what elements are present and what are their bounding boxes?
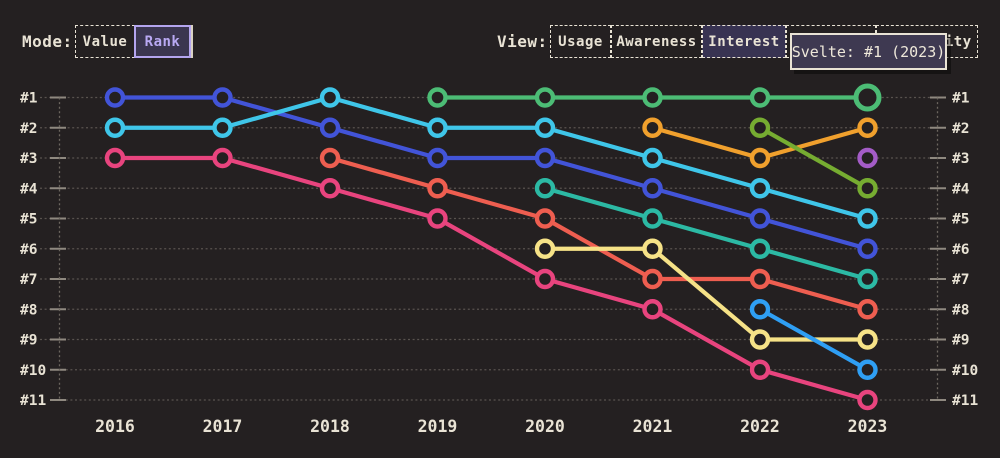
data-point-Svelte-2022[interactable] <box>749 87 771 108</box>
data-point-series-salmon-2022[interactable] <box>749 268 771 290</box>
rank-label-right: #4 <box>952 181 970 197</box>
data-point-series-pink-2016[interactable] <box>104 147 126 169</box>
data-point-series-salmon-2020[interactable] <box>534 208 556 229</box>
data-point-series-teal-2021[interactable] <box>642 208 663 229</box>
data-point-series-lightblue-2023[interactable] <box>857 359 878 380</box>
data-point-series-indigo-2017[interactable] <box>212 87 233 108</box>
data-point-series-lightblue-2022[interactable] <box>749 299 771 320</box>
data-point-series-pink-2020[interactable] <box>534 268 556 290</box>
data-point-series-salmon-2021[interactable] <box>642 268 663 290</box>
rank-label-left: #7 <box>20 272 37 288</box>
data-point-series-indigo-2023[interactable] <box>857 238 878 259</box>
mode-value-button[interactable]: Value <box>75 25 135 58</box>
series-line-series-teal <box>542 186 870 282</box>
data-point-series-pink-2017[interactable] <box>212 147 233 169</box>
rank-label-right: #10 <box>952 363 978 379</box>
rank-label-left: #2 <box>20 121 37 137</box>
mode-label: Mode: <box>22 32 73 51</box>
data-point-Svelte-2020[interactable] <box>534 87 556 108</box>
data-point-series-olive-2023[interactable] <box>857 178 878 199</box>
data-point-series-orange-2023[interactable] <box>857 117 878 138</box>
data-point-series-indigo-2021[interactable] <box>642 178 663 199</box>
data-point-series-pink-2019[interactable] <box>427 208 448 229</box>
rank-label-right: #6 <box>952 242 969 258</box>
series-line-series-salmon <box>327 155 870 312</box>
data-point-series-purple-2023[interactable] <box>857 147 878 169</box>
data-point-Svelte-2023[interactable] <box>853 83 882 112</box>
year-label: 2021 <box>633 417 673 436</box>
data-point-series-cyan-2020[interactable] <box>534 117 556 138</box>
data-point-series-salmon-2019[interactable] <box>427 178 448 199</box>
rank-label-left: #10 <box>20 363 46 379</box>
rank-label-right: #8 <box>952 302 969 318</box>
rank-label-right: #3 <box>952 151 969 167</box>
data-point-series-cyan-2018[interactable] <box>319 87 341 108</box>
year-label: 2022 <box>740 417 780 436</box>
year-label: 2019 <box>418 417 458 436</box>
data-point-series-pink-2021[interactable] <box>642 299 663 320</box>
data-point-series-yellow-2023[interactable] <box>857 329 878 350</box>
series-line-series-lightblue <box>757 307 870 372</box>
year-label: 2023 <box>848 417 888 436</box>
data-point-series-indigo-2016[interactable] <box>104 87 126 108</box>
data-point-series-cyan-2022[interactable] <box>749 178 771 199</box>
data-point-series-pink-2022[interactable] <box>749 359 771 380</box>
data-point-series-cyan-2023[interactable] <box>857 208 878 229</box>
data-point-series-teal-2022[interactable] <box>749 238 771 259</box>
data-point-series-yellow-2020[interactable] <box>534 238 556 259</box>
tooltip: Svelte: #1 (2023) <box>790 33 947 70</box>
rank-label-left: #1 <box>20 91 38 107</box>
data-point-series-teal-2023[interactable] <box>857 268 878 290</box>
rank-label-right: #5 <box>952 212 969 228</box>
data-point-series-yellow-2022[interactable] <box>749 329 771 350</box>
data-point-series-pink-2018[interactable] <box>319 178 341 199</box>
series-line-series-pink <box>112 155 870 403</box>
data-point-series-cyan-2019[interactable] <box>427 117 448 138</box>
data-point-series-cyan-2021[interactable] <box>642 147 663 169</box>
data-point-series-indigo-2020[interactable] <box>534 147 556 169</box>
data-point-series-orange-2022[interactable] <box>749 147 771 169</box>
data-point-series-pink-2023[interactable] <box>857 389 878 411</box>
rank-label-right: #2 <box>952 121 969 137</box>
view-awareness-button[interactable]: Awareness <box>611 25 702 58</box>
rank-label-left: #6 <box>20 242 37 258</box>
data-point-series-yellow-2021[interactable] <box>642 238 663 259</box>
data-point-series-teal-2020[interactable] <box>534 178 556 199</box>
rank-label-left: #3 <box>20 151 37 167</box>
rank-label-right: #9 <box>952 333 969 349</box>
data-point-series-salmon-2023[interactable] <box>857 299 878 320</box>
data-point-series-indigo-2022[interactable] <box>749 208 771 229</box>
data-point-series-cyan-2017[interactable] <box>212 117 233 138</box>
data-point-series-orange-2021[interactable] <box>642 117 663 138</box>
rank-label-right: #7 <box>952 272 969 288</box>
rank-label-right: #1 <box>952 91 970 107</box>
rank-label-left: #8 <box>20 302 37 318</box>
rank-label-left: #11 <box>20 393 46 409</box>
data-point-series-cyan-2016[interactable] <box>104 117 126 138</box>
year-label: 2017 <box>203 417 243 436</box>
view-usage-button[interactable]: Usage <box>550 25 611 58</box>
series-line-series-cyan <box>112 95 870 221</box>
data-point-series-indigo-2019[interactable] <box>427 147 448 169</box>
year-label: 2016 <box>95 417 135 436</box>
rank-label-right: #11 <box>952 393 978 409</box>
year-label: 2020 <box>525 417 565 436</box>
rank-label-left: #4 <box>20 181 38 197</box>
data-point-series-salmon-2018[interactable] <box>319 147 341 169</box>
view-label: View: <box>497 32 548 51</box>
series-line-series-indigo <box>112 95 870 251</box>
year-label: 2018 <box>310 417 350 436</box>
data-point-series-olive-2022[interactable] <box>749 117 771 138</box>
mode-rank-button[interactable]: Rank <box>134 25 191 58</box>
rank-label-left: #5 <box>20 212 37 228</box>
data-point-Svelte-2021[interactable] <box>642 87 663 108</box>
data-point-series-indigo-2018[interactable] <box>319 117 341 138</box>
data-point-Svelte-2019[interactable] <box>427 87 448 108</box>
view-interest-button[interactable]: Interest <box>702 25 786 58</box>
series-line-series-olive <box>757 125 870 191</box>
rank-label-left: #9 <box>20 333 37 349</box>
